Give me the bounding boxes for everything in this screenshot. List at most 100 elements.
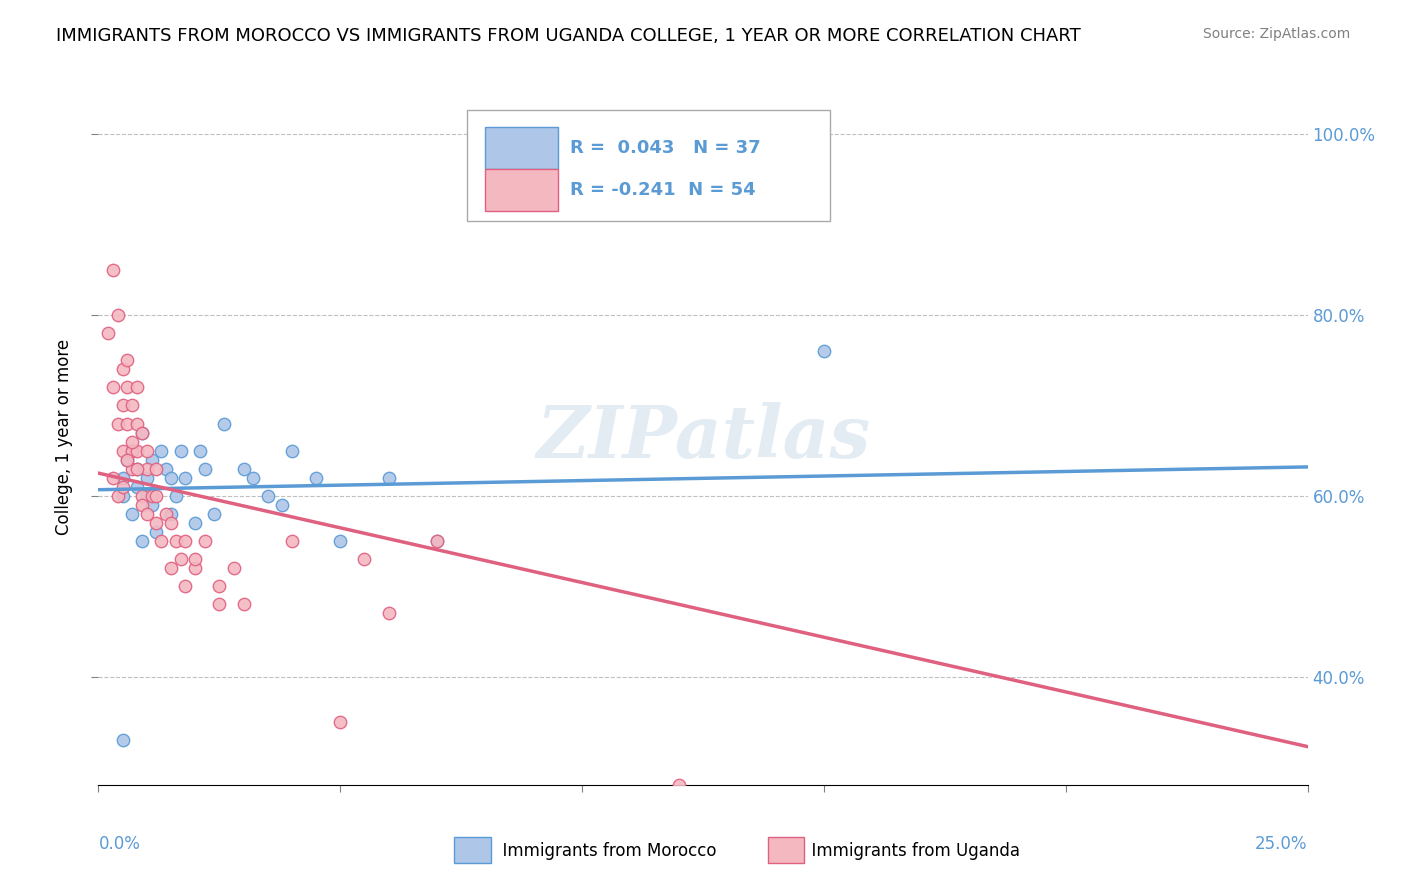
Point [305,471,328,485]
Point [281,443,304,458]
Point [117,380,139,394]
Point [135,461,157,475]
Point [208,597,231,611]
Text: 0.0%: 0.0% [98,835,141,853]
Point [160,561,183,575]
Point [329,533,352,548]
Point [184,552,207,566]
Point [145,489,167,503]
Point [117,353,139,368]
Point [131,425,153,440]
Point [212,417,235,431]
Y-axis label: College, 1 year or more: College, 1 year or more [55,339,73,535]
Point [111,443,134,458]
Point [107,308,129,322]
Point [150,443,173,458]
Point [204,507,226,521]
Point [194,533,217,548]
Text: Immigrants from Morocco: Immigrants from Morocco [492,842,717,860]
Point [135,443,157,458]
Point [426,533,449,548]
Point [377,607,399,621]
Point [222,561,245,575]
Point [131,498,153,512]
Point [160,516,183,530]
FancyBboxPatch shape [454,837,491,863]
Point [127,461,149,475]
Point [165,489,187,503]
Text: 25.0%: 25.0% [1256,835,1308,853]
Point [121,443,143,458]
Point [160,507,183,521]
Point [101,380,124,394]
Text: Source: ZipAtlas.com: Source: ZipAtlas.com [1202,27,1350,41]
Point [329,714,352,729]
Point [117,417,139,431]
Point [281,533,304,548]
Point [208,579,231,593]
Text: IMMIGRANTS FROM MOROCCO VS IMMIGRANTS FROM UGANDA COLLEGE, 1 YEAR OR MORE CORREL: IMMIGRANTS FROM MOROCCO VS IMMIGRANTS FR… [56,27,1081,45]
Point [111,732,134,747]
Point [135,507,157,521]
Point [117,452,139,467]
Text: R = -0.241  N = 54: R = -0.241 N = 54 [569,181,755,199]
Point [111,362,134,376]
Point [184,516,207,530]
Point [135,471,157,485]
Point [111,399,134,413]
Point [121,461,143,475]
Point [141,489,163,503]
Point [101,263,124,277]
Point [111,471,134,485]
Point [121,399,143,413]
Point [121,507,143,521]
Point [353,552,375,566]
Point [117,452,139,467]
Point [107,489,129,503]
Point [169,552,191,566]
Point [135,489,157,503]
FancyBboxPatch shape [485,169,558,211]
Point [131,425,153,440]
Point [121,443,143,458]
Point [150,533,173,548]
Point [256,489,278,503]
Point [127,461,149,475]
Text: Immigrants from Uganda: Immigrants from Uganda [801,842,1021,860]
FancyBboxPatch shape [768,837,804,863]
Point [668,778,690,792]
Point [101,471,124,485]
Point [188,443,211,458]
Point [184,561,207,575]
Point [194,461,217,475]
Point [127,380,149,394]
Point [813,344,835,359]
Point [169,443,191,458]
Point [232,461,254,475]
FancyBboxPatch shape [485,128,558,169]
Point [107,417,129,431]
Point [377,471,399,485]
Point [145,516,167,530]
Point [111,480,134,494]
Point [155,507,177,521]
Point [145,524,167,539]
Point [426,533,449,548]
Point [174,533,197,548]
Point [121,434,143,449]
FancyBboxPatch shape [467,110,830,221]
Point [271,498,294,512]
Point [174,471,197,485]
Point [165,533,187,548]
Text: R =  0.043   N = 37: R = 0.043 N = 37 [569,139,761,157]
Point [145,461,167,475]
Point [242,471,264,485]
Point [127,443,149,458]
Point [141,498,163,512]
Point [174,579,197,593]
Point [141,452,163,467]
Point [232,597,254,611]
Point [127,417,149,431]
Point [131,489,153,503]
Point [155,461,177,475]
